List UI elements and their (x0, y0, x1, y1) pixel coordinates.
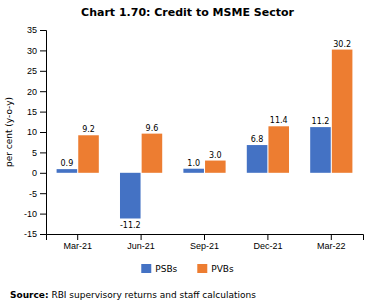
y-tick-label: 10 (27, 127, 37, 137)
y-tick-mark (40, 234, 46, 235)
y-tick-label: 30 (27, 46, 37, 56)
data-label: 11.2 (312, 117, 330, 126)
y-tick-label: 15 (27, 107, 37, 117)
source: Source: RBI supervisory returns and staf… (10, 290, 256, 300)
y-tick: 15 (27, 107, 46, 117)
source-part: RBI supervisory returns and staff calcul… (49, 290, 257, 300)
data-label: 3.0 (209, 151, 222, 160)
x-tick-label: Sep-21 (190, 241, 219, 251)
y-tick: 30 (27, 46, 46, 56)
y-tick: -5 (29, 189, 46, 199)
data-label: -11.2 (120, 221, 141, 230)
y-tick: 10 (27, 127, 46, 137)
x-tick-label: Mar-21 (63, 241, 92, 251)
x-tick-label: Jun-21 (127, 241, 155, 251)
data-label: 0.9 (61, 159, 74, 168)
x-tick-label: Dec-21 (253, 241, 282, 251)
legend-item: PVBs (197, 264, 234, 274)
x-tick-label: Mar-22 (317, 241, 346, 251)
y-tick: 5 (32, 148, 46, 158)
title: Chart 1.70: Credit to MSME Sector (81, 6, 294, 19)
y-tick: -15 (24, 229, 46, 239)
legend-swatch (197, 264, 207, 273)
bar (120, 173, 141, 219)
x-tick-mark (204, 234, 205, 240)
legend-item: PSBs (141, 264, 177, 274)
x-axis-line (47, 235, 364, 241)
legend-swatch (141, 264, 151, 273)
x-tick: Mar-21 (63, 234, 92, 251)
data-label: 6.8 (251, 135, 264, 144)
bar (205, 161, 226, 173)
y-tick-mark (40, 173, 46, 174)
bar (142, 134, 163, 173)
y-tick-mark (40, 30, 46, 31)
legend: PSBs PVBs (141, 264, 234, 274)
x-tick-mark (77, 234, 78, 240)
data-label: 1.0 (187, 159, 200, 168)
plot: -15 -10 -5 0 5 10 15 20 25 30 35 Mar-21 Jun-21 Sep-21… (24, 25, 364, 251)
y-tick-label: 35 (27, 25, 37, 35)
data-label: 9.2 (82, 125, 95, 134)
y-tick: 0 (32, 168, 46, 178)
y-tick-mark (40, 91, 46, 92)
bar (57, 169, 78, 173)
y-tick: 20 (27, 87, 46, 97)
chart: Chart 1.70: Credit to MSME Sector-15-10-… (0, 0, 375, 306)
x-axis: Mar-21 Jun-21 Sep-21 Dec-21 Mar-22 (47, 234, 364, 251)
y-tick-mark (40, 71, 46, 72)
data-labels: 0.9 -11.2 1.0 6.8 11.2 9.2 9.6 3.0 11.4 30.2 (61, 40, 352, 231)
y-tick: 25 (27, 66, 46, 76)
y-tick-mark (40, 152, 46, 153)
bar (183, 169, 204, 173)
y-axis-title: per cent (y-o-y) (4, 97, 14, 167)
y-axis-line (40, 31, 47, 235)
y-tick-label: -10 (24, 209, 37, 219)
x-tick: Sep-21 (190, 234, 219, 251)
x-tick: Dec-21 (253, 234, 282, 251)
bar (268, 126, 289, 173)
y-axis: -15 -10 -5 0 5 10 15 20 25 30 35 (24, 25, 47, 239)
y-tick-label: 0 (32, 168, 37, 178)
data-label: 11.4 (270, 116, 288, 125)
y-tick-mark (40, 193, 46, 194)
y-tick-mark (40, 50, 46, 51)
y-tick-label: 5 (32, 148, 37, 158)
x-tick-mark (141, 234, 142, 240)
x-tick-mark (331, 234, 332, 240)
y-tick: 35 (27, 25, 46, 35)
y-tick-label: -5 (29, 189, 37, 199)
bar (247, 145, 268, 173)
y-tick-mark (40, 112, 46, 113)
data-label: 9.6 (146, 124, 159, 133)
y-tick-label: -15 (24, 229, 37, 239)
y-tick-label: 20 (27, 87, 37, 97)
bar (78, 135, 99, 173)
x-tick: Jun-21 (127, 234, 155, 251)
legend-label: PVBs (211, 264, 234, 274)
legend-label: PSBs (155, 264, 177, 274)
x-tick-mark (267, 234, 268, 240)
x-tick: Mar-22 (317, 234, 346, 251)
bar (332, 50, 353, 173)
y-tick-label: 25 (27, 66, 37, 76)
y-tick-mark (40, 214, 46, 215)
bar (310, 127, 331, 173)
bars (57, 50, 353, 219)
y-tick-mark (40, 132, 46, 133)
source-part: Source: (10, 290, 49, 300)
data-label: 30.2 (333, 40, 351, 49)
y-tick: -10 (24, 209, 46, 219)
